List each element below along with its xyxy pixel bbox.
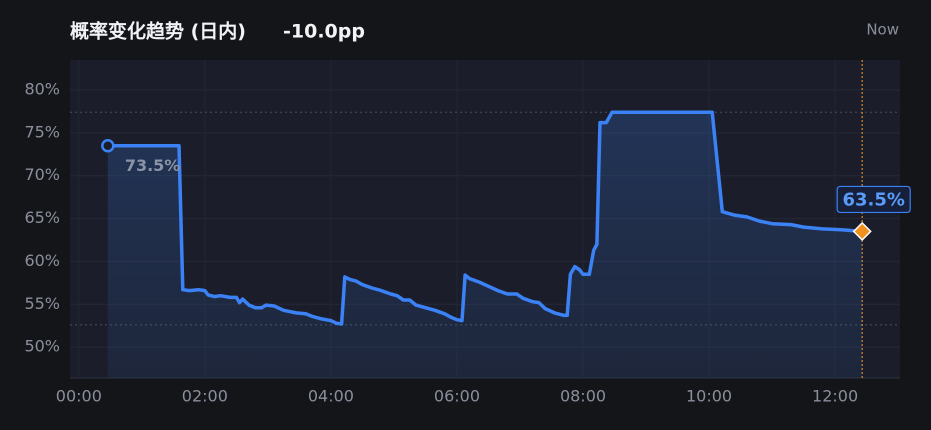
x-tick-label: 02:00 <box>182 387 228 406</box>
now-label: Now <box>866 21 899 39</box>
y-tick-label: 65% <box>24 208 60 227</box>
start-marker <box>101 138 115 153</box>
x-tick-label: 06:00 <box>434 387 480 406</box>
start-label: 73.5% <box>125 156 181 175</box>
y-tick-label: 75% <box>24 122 60 141</box>
x-tick-label: 00:00 <box>56 387 102 406</box>
y-tick-label: 80% <box>24 80 60 99</box>
end-marker <box>852 221 872 241</box>
x-tick-label: 12:00 <box>812 387 858 406</box>
y-tick-label: 50% <box>24 337 60 356</box>
chart-subtitle: -10.0pp <box>283 21 365 43</box>
x-tick-label: 04:00 <box>308 387 354 406</box>
x-tick-label: 08:00 <box>560 387 606 406</box>
end-label: 63.5% <box>842 189 904 210</box>
x-tick-label: 10:00 <box>686 387 732 406</box>
y-tick-label: 60% <box>24 251 60 270</box>
series-line <box>106 110 864 326</box>
chart-title: 概率变化趋势 (日内) <box>70 20 246 43</box>
y-tick-label: 55% <box>24 294 60 313</box>
y-tick-label: 70% <box>24 165 60 184</box>
end-label-box <box>836 185 911 214</box>
area-fill <box>107 112 863 379</box>
